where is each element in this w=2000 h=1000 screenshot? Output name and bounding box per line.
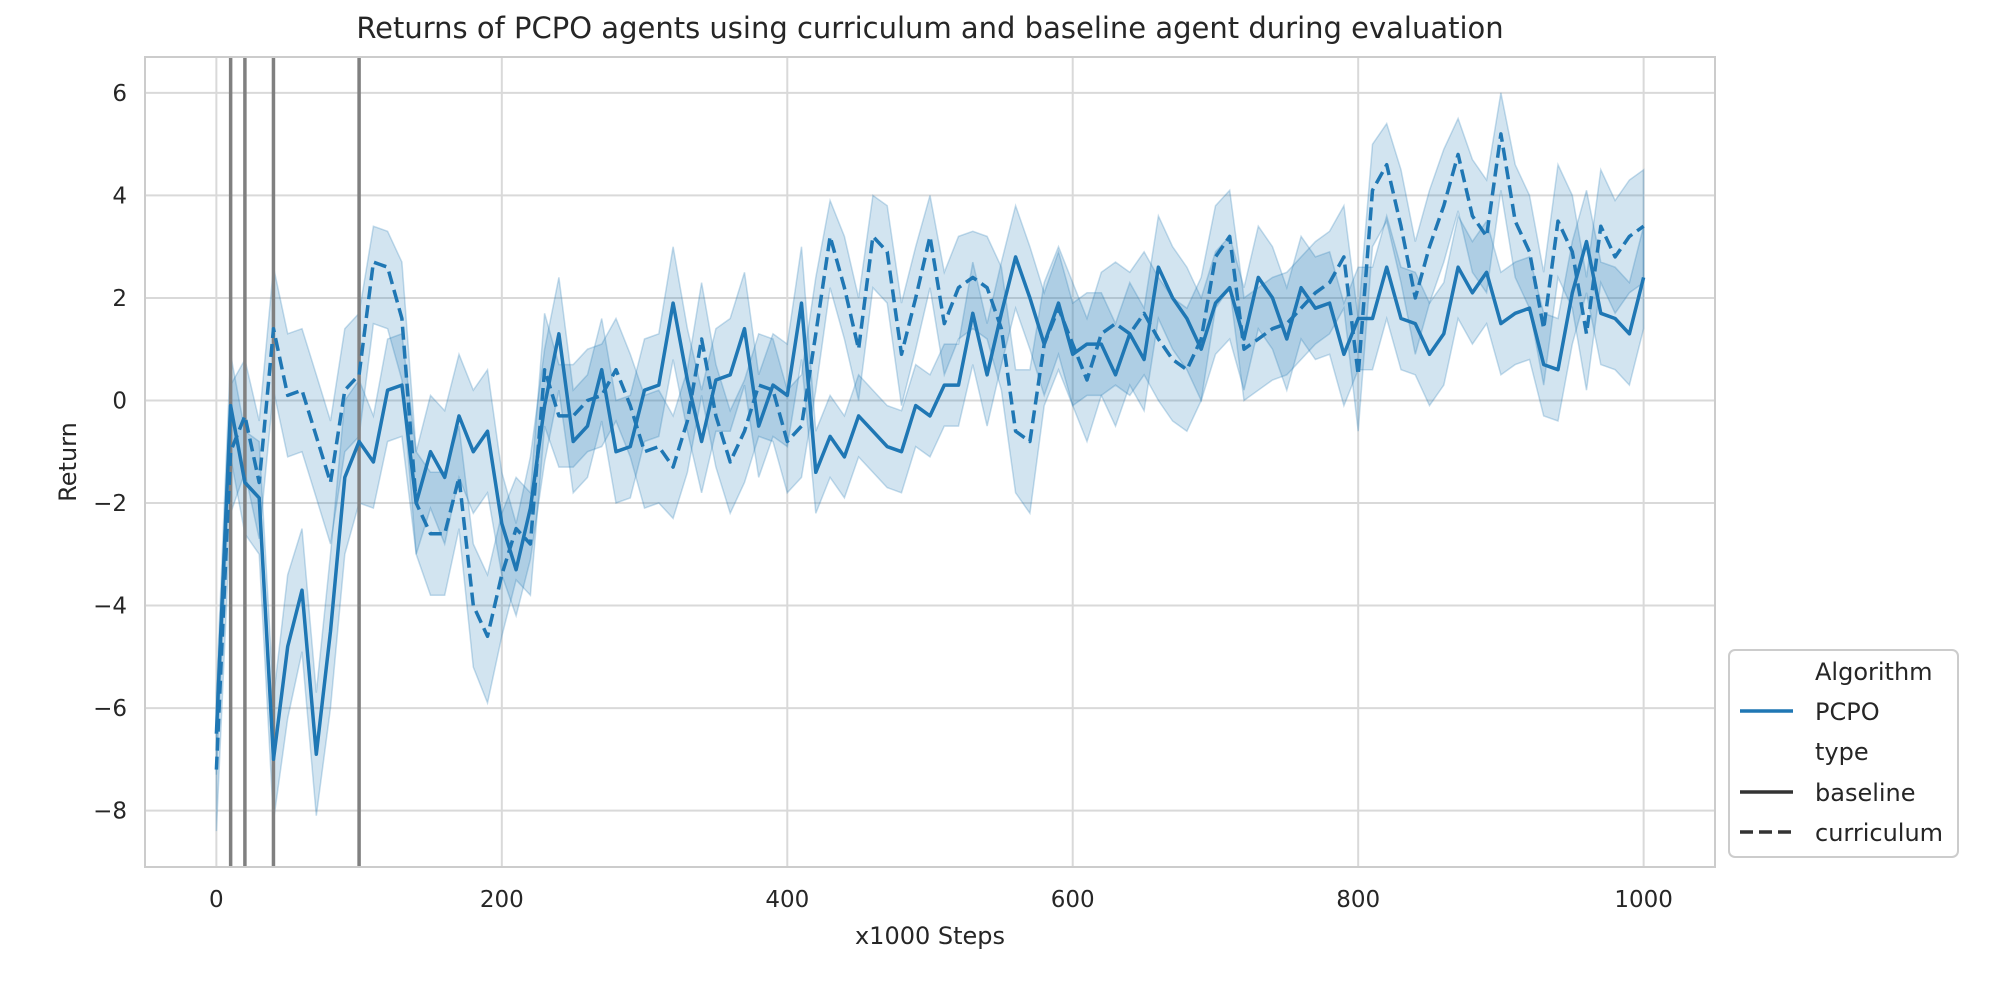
y-tick-label: −6: [93, 696, 127, 722]
legend-style-entry-baseline: baseline: [1815, 779, 1916, 807]
x-tick-label: 600: [1051, 887, 1095, 913]
series-line-baseline: [214, 239, 1646, 762]
y-axis-title: Return: [54, 422, 82, 502]
y-tick-labels: −8 −6 −4 −2 0 2 4 6: [93, 81, 127, 825]
y-tick-label: 2: [112, 286, 127, 312]
x-tick-labels: 0 200 400 600 800 1000: [209, 887, 1673, 913]
plot-frame: [144, 56, 1716, 868]
x-tick-label: 800: [1336, 887, 1380, 913]
y-tick-label: 4: [112, 183, 127, 209]
y-tick-label: −4: [93, 594, 127, 620]
x-axis-title: x1000 Steps: [855, 922, 1005, 950]
legend-hue-entry: PCPO: [1815, 698, 1880, 726]
y-tick-label: 0: [112, 388, 127, 414]
y-tick-label: 6: [112, 81, 127, 107]
y-tick-label: −8: [93, 799, 127, 825]
grid: [145, 57, 1715, 867]
legend-style-title: type: [1815, 738, 1869, 766]
legend-hue-title: Algorithm: [1815, 658, 1933, 686]
legend: Algorithm PCPO type baseline curriculum: [1728, 649, 1959, 858]
x-tick-label: 1000: [1614, 887, 1673, 913]
x-tick-label: 200: [480, 887, 524, 913]
legend-box: [1728, 649, 1959, 858]
plot-background: [145, 57, 1715, 867]
legend-style-entry-curriculum: curriculum: [1815, 819, 1943, 847]
chart-title: Returns of PCPO agents using curriculum …: [356, 11, 1503, 45]
x-tick-label: 0: [209, 887, 224, 913]
x-tick-label: 400: [765, 887, 809, 913]
series-lines: [214, 132, 1646, 770]
y-tick-label: −2: [93, 491, 127, 517]
